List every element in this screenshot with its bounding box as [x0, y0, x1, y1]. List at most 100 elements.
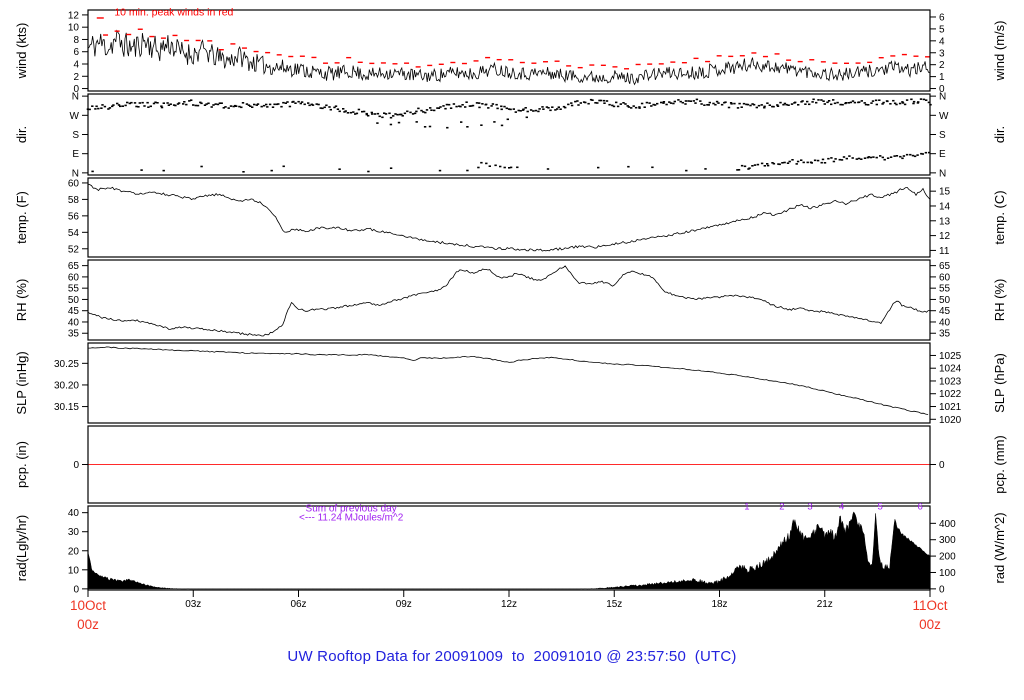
dir-right-tick: W — [939, 111, 949, 122]
rad-annotation: 1 — [744, 502, 749, 513]
wind-right-tick: 0 — [939, 84, 945, 95]
dir-left-axis-label: dir. — [14, 126, 29, 143]
rad-right-tick: 300 — [939, 535, 956, 546]
x-axis-tick-label: 21z — [817, 599, 833, 610]
rad-annotation: 2 — [779, 502, 784, 513]
rh-left-tick: 35 — [68, 329, 80, 340]
slp-right-tick: 1021 — [939, 402, 962, 413]
wind-peak-dashes — [103, 28, 931, 70]
temp-right-axis-label: temp. (C) — [992, 190, 1007, 244]
slp-right-tick: 1020 — [939, 415, 962, 426]
rh-left-tick: 55 — [68, 284, 80, 295]
chart-title: UW Rooftop Data for 20091009 to 20091010… — [287, 648, 737, 665]
slp-right-axis-label: SLP (hPa) — [992, 353, 1007, 413]
temp-right-tick: 13 — [939, 216, 951, 227]
x-axis-date-label: 00z — [919, 617, 941, 632]
x-axis-tick-label: 09z — [396, 599, 412, 610]
x-axis: 10Oct 00z 03z 06z 09z 12z 15z 18z 21z 11Oct 00z — [70, 590, 948, 632]
rad-left-tick: 40 — [68, 508, 80, 519]
wind-right-tick: 2 — [939, 60, 945, 71]
rad-left-tick: 10 — [68, 565, 80, 576]
rad-right-tick: 400 — [939, 519, 956, 530]
pcp-left-tick: 0 — [73, 460, 79, 471]
pcp-right-tick: 0 — [939, 460, 945, 471]
wind-right-tick: 6 — [939, 12, 945, 23]
rad-right-axis-label: rad (W/m^2) — [992, 512, 1007, 583]
rad-annotation: 5 — [878, 502, 883, 513]
rad-left-tick: 0 — [73, 584, 79, 595]
dir-right-tick: E — [939, 149, 946, 160]
panel-frame-slp — [87, 342, 931, 424]
wind-left-tick: 6 — [73, 47, 79, 58]
dir-left-tick: N — [72, 92, 79, 103]
dir-left-tick: N — [72, 168, 79, 179]
panel-frame-temp — [87, 177, 931, 258]
x-axis-tick-label: 15z — [606, 599, 622, 610]
x-axis-tick-label: 18z — [711, 599, 727, 610]
temperature-line — [87, 183, 931, 252]
rad-left-tick: 20 — [68, 546, 80, 557]
rh-right-axis-label: RH (%) — [992, 279, 1007, 322]
panel-temp: 52 54 56 58 60 11 12 13 14 15 temp. (F) temp. (C) — [14, 177, 1007, 258]
rh-right-tick: 55 — [939, 284, 951, 295]
slp-right-tick: 1024 — [939, 364, 962, 375]
wind-left-axis-label: wind (kts) — [14, 23, 29, 80]
wind-left-tick: 2 — [73, 72, 79, 83]
panel-frame-wind — [87, 9, 931, 92]
rh-right-tick: 35 — [939, 329, 951, 340]
slp-left-tick: 30.20 — [54, 380, 79, 391]
humidity-line — [87, 265, 930, 337]
rad-annotation: 4 — [839, 502, 844, 513]
wind-right-tick: 1 — [939, 72, 945, 83]
rad-annotation: 6 — [918, 502, 923, 513]
rh-left-tick: 60 — [68, 272, 80, 283]
rh-right-tick: 65 — [939, 261, 951, 272]
temp-right-tick: 11 — [939, 246, 950, 257]
dir-left-tick: S — [72, 130, 79, 141]
dir-right-tick: N — [939, 168, 946, 179]
wind-right-tick: 4 — [939, 36, 945, 47]
wind-left-tick: 4 — [73, 60, 79, 71]
dir-noon-cluster — [480, 161, 519, 169]
dir-right-tick: N — [939, 92, 946, 103]
temp-left-tick: 58 — [68, 195, 80, 206]
wind-right-axis-label: wind (m/s) — [992, 21, 1007, 82]
temp-left-axis-label: temp. (F) — [14, 191, 29, 244]
dir-evening-east-band — [736, 151, 931, 171]
rh-left-tick: 45 — [68, 306, 80, 317]
rh-left-tick: 50 — [68, 295, 80, 306]
rh-right-tick: 50 — [939, 295, 951, 306]
slp-left-axis-label: SLP (inHg) — [14, 351, 29, 414]
dir-right-axis-label: dir. — [992, 126, 1007, 143]
slp-right-tick: 1025 — [939, 351, 962, 362]
dir-left-tick: E — [72, 149, 79, 160]
slp-right-tick: 1023 — [939, 376, 962, 387]
rad-left-tick: 30 — [68, 527, 80, 538]
dir-midday-wander — [365, 113, 528, 129]
rh-right-tick: 45 — [939, 306, 951, 317]
panel-frame-rh — [87, 259, 931, 341]
wind-right-tick: 5 — [939, 24, 945, 35]
rad-annotation: 3 — [807, 502, 812, 513]
rh-left-axis-label: RH (%) — [14, 279, 29, 322]
temp-right-tick: 12 — [939, 231, 951, 242]
pcp-left-axis-label: pcp. (in) — [14, 441, 29, 488]
wind-right-tick: 3 — [939, 48, 945, 59]
x-axis-date-label: 11Oct — [912, 598, 947, 613]
panel-pcp: 0 0 pcp. (in) pcp. (mm) — [14, 425, 1007, 504]
rh-left-tick: 65 — [68, 261, 80, 272]
panel-frame-dir — [87, 93, 931, 176]
rad-left-axis-label: rad(Lgly/hr) — [14, 515, 29, 581]
rad-annotation: <--- 11.24 MJoules/m^2 — [299, 512, 404, 523]
rh-right-tick: 40 — [939, 317, 951, 328]
rad-right-tick: 200 — [939, 552, 956, 563]
wind-annotation: 10 min. peak winds in red — [114, 7, 233, 19]
dir-right-tick: S — [939, 130, 946, 141]
temp-left-tick: 52 — [68, 244, 80, 255]
pcp-right-axis-label: pcp. (mm) — [992, 435, 1007, 494]
